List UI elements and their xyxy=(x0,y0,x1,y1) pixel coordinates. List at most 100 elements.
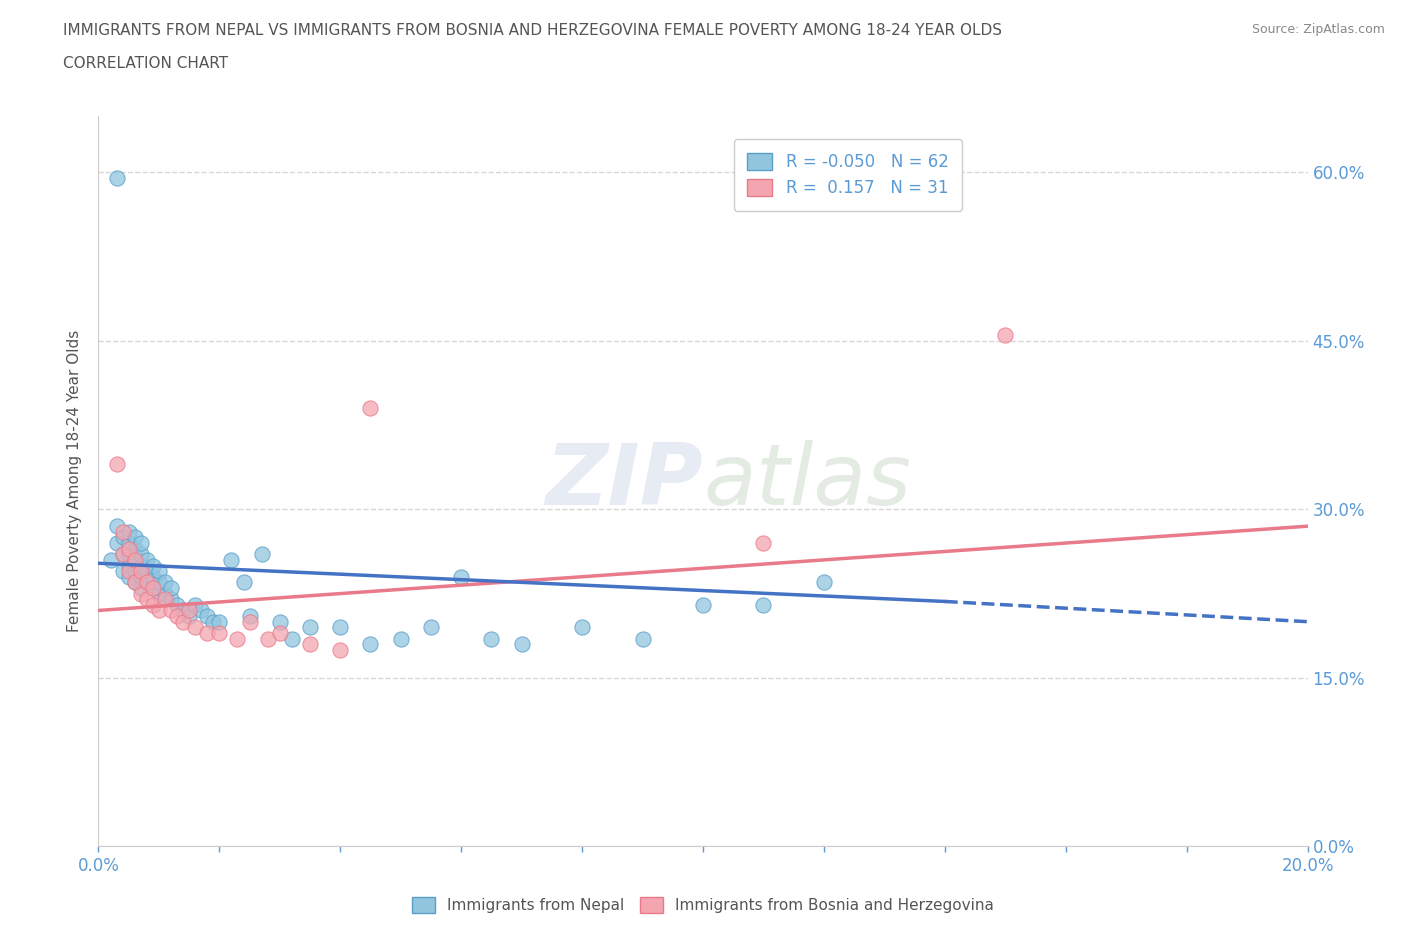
Text: atlas: atlas xyxy=(703,440,911,523)
Point xyxy=(135,591,157,606)
Point xyxy=(148,575,170,590)
Point xyxy=(124,564,146,578)
Point xyxy=(202,614,225,629)
Point xyxy=(450,569,472,584)
Point xyxy=(221,552,243,567)
Point xyxy=(692,597,714,612)
Text: Source: ZipAtlas.com: Source: ZipAtlas.com xyxy=(1251,23,1385,36)
Point xyxy=(111,564,134,578)
Point xyxy=(239,614,262,629)
Point xyxy=(124,575,146,590)
Point xyxy=(142,558,165,573)
Point xyxy=(111,525,134,539)
Point xyxy=(172,614,194,629)
Point xyxy=(166,597,188,612)
Point xyxy=(226,631,249,646)
Point xyxy=(135,575,157,590)
Point xyxy=(129,586,152,601)
Point xyxy=(153,575,176,590)
Point xyxy=(118,564,141,578)
Point xyxy=(571,620,593,635)
Point xyxy=(124,575,146,590)
Text: ZIP: ZIP xyxy=(546,440,703,523)
Point xyxy=(190,603,212,618)
Point xyxy=(118,525,141,539)
Legend: Immigrants from Nepal, Immigrants from Bosnia and Herzegovina: Immigrants from Nepal, Immigrants from B… xyxy=(406,891,1000,919)
Point xyxy=(153,586,176,601)
Point xyxy=(129,564,152,578)
Point xyxy=(250,547,273,562)
Point xyxy=(100,552,122,567)
Point xyxy=(129,580,152,595)
Point xyxy=(160,603,183,618)
Point xyxy=(129,536,152,551)
Point xyxy=(281,631,304,646)
Point xyxy=(752,597,775,612)
Point xyxy=(208,626,231,641)
Point xyxy=(142,580,165,595)
Point xyxy=(752,536,775,551)
Point xyxy=(105,170,128,185)
Point xyxy=(389,631,412,646)
Point xyxy=(118,569,141,584)
Text: IMMIGRANTS FROM NEPAL VS IMMIGRANTS FROM BOSNIA AND HERZEGOVINA FEMALE POVERTY A: IMMIGRANTS FROM NEPAL VS IMMIGRANTS FROM… xyxy=(63,23,1002,38)
Point xyxy=(118,541,141,556)
Point xyxy=(142,597,165,612)
Point xyxy=(124,552,146,567)
Point xyxy=(129,569,152,584)
Point xyxy=(111,547,134,562)
Point xyxy=(129,547,152,562)
Point xyxy=(124,530,146,545)
Point xyxy=(135,552,157,567)
Point xyxy=(299,637,322,652)
Point xyxy=(135,564,157,578)
Point xyxy=(148,603,170,618)
Point xyxy=(105,457,128,472)
Point xyxy=(111,547,134,562)
Point xyxy=(105,536,128,551)
Point xyxy=(118,536,141,551)
Point xyxy=(299,620,322,635)
Point xyxy=(510,637,533,652)
Point xyxy=(172,603,194,618)
Point xyxy=(208,614,231,629)
Point xyxy=(142,569,165,584)
Point xyxy=(135,575,157,590)
Point xyxy=(124,541,146,556)
Point xyxy=(148,564,170,578)
Point xyxy=(184,597,207,612)
Point xyxy=(195,608,218,623)
Text: CORRELATION CHART: CORRELATION CHART xyxy=(63,56,228,71)
Point xyxy=(631,631,654,646)
Point xyxy=(329,643,352,658)
Point xyxy=(153,591,176,606)
Point xyxy=(256,631,278,646)
Point xyxy=(148,586,170,601)
Point xyxy=(329,620,352,635)
Point xyxy=(105,519,128,534)
Point xyxy=(124,552,146,567)
Point xyxy=(994,328,1017,343)
Point xyxy=(118,547,141,562)
Point xyxy=(269,614,291,629)
Point xyxy=(195,626,218,641)
Point xyxy=(111,530,134,545)
Point xyxy=(179,603,201,618)
Point xyxy=(118,558,141,573)
Point xyxy=(360,637,382,652)
Point xyxy=(232,575,254,590)
Y-axis label: Female Poverty Among 18-24 Year Olds: Female Poverty Among 18-24 Year Olds xyxy=(67,330,83,632)
Point xyxy=(179,608,201,623)
Point xyxy=(184,620,207,635)
Point xyxy=(813,575,835,590)
Point xyxy=(142,580,165,595)
Point xyxy=(160,591,183,606)
Point xyxy=(269,626,291,641)
Point xyxy=(129,558,152,573)
Point xyxy=(420,620,443,635)
Point xyxy=(166,608,188,623)
Point xyxy=(360,401,382,416)
Point xyxy=(481,631,503,646)
Point xyxy=(160,580,183,595)
Point xyxy=(239,608,262,623)
